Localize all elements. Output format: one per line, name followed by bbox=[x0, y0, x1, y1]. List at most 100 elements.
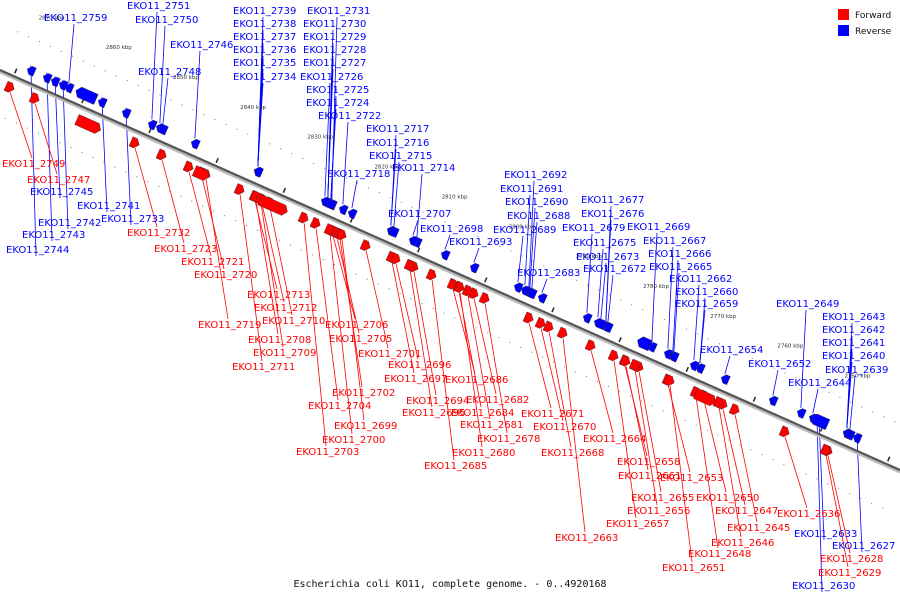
forward-gene-arrow[interactable] bbox=[819, 443, 832, 457]
forward-gene-label[interactable]: EKO11_2682 bbox=[466, 395, 529, 406]
forward-gene-label[interactable]: EKO11_2695 bbox=[402, 408, 465, 419]
reverse-gene-label[interactable]: EKO11_2689 bbox=[493, 225, 556, 236]
reverse-gene-label[interactable]: EKO11_2667 bbox=[643, 236, 706, 247]
reverse-gene-label[interactable]: EKO11_2693 bbox=[449, 237, 512, 248]
reverse-gene-label[interactable]: EKO11_2662 bbox=[669, 274, 732, 285]
reverse-gene-arrow[interactable] bbox=[809, 412, 831, 430]
reverse-gene-label[interactable]: EKO11_2659 bbox=[675, 299, 738, 310]
forward-gene-arrow[interactable] bbox=[128, 136, 141, 150]
forward-gene-arrow[interactable] bbox=[335, 228, 348, 242]
reverse-gene-arrow[interactable] bbox=[96, 96, 108, 109]
forward-gene-arrow[interactable] bbox=[323, 223, 336, 237]
reverse-gene-arrow[interactable] bbox=[795, 407, 807, 419]
forward-gene-label[interactable]: EKO11_2706 bbox=[325, 320, 388, 331]
forward-gene-arrow[interactable] bbox=[3, 80, 16, 94]
forward-gene-label[interactable]: EKO11_2671 bbox=[521, 409, 584, 420]
reverse-gene-arrow[interactable] bbox=[767, 395, 779, 407]
reverse-gene-arrow[interactable] bbox=[74, 86, 99, 105]
forward-gene-label[interactable]: EKO11_2694 bbox=[406, 396, 469, 407]
reverse-gene-label[interactable]: EKO11_2669 bbox=[627, 222, 690, 233]
forward-gene-label[interactable]: EKO11_2703 bbox=[296, 447, 359, 458]
forward-gene-label[interactable]: EKO11_2685 bbox=[424, 461, 487, 472]
forward-gene-label[interactable]: EKO11_2701 bbox=[358, 349, 421, 360]
reverse-gene-label[interactable]: EKO11_2690 bbox=[505, 197, 568, 208]
forward-gene-arrow[interactable] bbox=[403, 258, 416, 272]
reverse-gene-arrow[interactable] bbox=[602, 321, 614, 334]
reverse-gene-label[interactable]: EKO11_2716 bbox=[366, 138, 429, 149]
forward-gene-arrow[interactable] bbox=[728, 403, 741, 417]
forward-gene-label[interactable]: EKO11_2661 bbox=[618, 471, 681, 482]
reverse-gene-label[interactable]: EKO11_2731 bbox=[307, 6, 370, 17]
forward-gene-arrow[interactable] bbox=[389, 252, 402, 266]
reverse-gene-arrow[interactable] bbox=[694, 362, 706, 374]
forward-gene-arrow[interactable] bbox=[542, 320, 555, 334]
forward-gene-label[interactable]: EKO11_2723 bbox=[154, 244, 217, 255]
reverse-gene-arrow[interactable] bbox=[252, 166, 264, 178]
forward-gene-label[interactable]: EKO11_2680 bbox=[452, 448, 515, 459]
forward-gene-label[interactable]: EKO11_2721 bbox=[181, 257, 244, 268]
forward-gene-arrow[interactable] bbox=[233, 183, 246, 197]
reverse-gene-arrow[interactable] bbox=[49, 76, 61, 88]
reverse-gene-arrow[interactable] bbox=[388, 226, 400, 238]
forward-gene-label[interactable]: EKO11_2650 bbox=[696, 493, 759, 504]
reverse-gene-label[interactable]: EKO11_2643 bbox=[822, 312, 885, 323]
reverse-gene-label[interactable]: EKO11_2714 bbox=[392, 163, 455, 174]
reverse-gene-label[interactable]: EKO11_2736 bbox=[233, 45, 296, 56]
forward-gene-label[interactable]: EKO11_2668 bbox=[541, 448, 604, 459]
reverse-gene-label[interactable]: EKO11_2718 bbox=[327, 169, 390, 180]
forward-gene-arrow[interactable] bbox=[584, 339, 597, 353]
forward-gene-arrow[interactable] bbox=[257, 194, 290, 217]
reverse-gene-label[interactable]: EKO11_2738 bbox=[233, 19, 296, 30]
forward-gene-label[interactable]: EKO11_2697 bbox=[384, 374, 447, 385]
reverse-gene-label[interactable]: EKO11_2746 bbox=[170, 40, 233, 51]
reverse-gene-arrow[interactable] bbox=[120, 107, 132, 119]
reverse-gene-label[interactable]: EKO11_2750 bbox=[135, 15, 198, 26]
forward-gene-arrow[interactable] bbox=[309, 216, 322, 230]
reverse-gene-arrow[interactable] bbox=[63, 82, 75, 94]
reverse-gene-label[interactable]: EKO11_2727 bbox=[303, 58, 366, 69]
reverse-gene-arrow[interactable] bbox=[157, 124, 169, 136]
forward-gene-arrow[interactable] bbox=[693, 388, 718, 407]
reverse-gene-arrow[interactable] bbox=[325, 198, 337, 210]
reverse-gene-label[interactable]: EKO11_2745 bbox=[30, 187, 93, 198]
reverse-gene-label[interactable]: EKO11_2729 bbox=[303, 32, 366, 43]
reverse-gene-label[interactable]: EKO11_2739 bbox=[233, 6, 296, 17]
forward-gene-label[interactable]: EKO11_2664 bbox=[583, 434, 646, 445]
forward-gene-label[interactable]: EKO11_2647 bbox=[715, 506, 778, 517]
forward-gene-label[interactable]: EKO11_2656 bbox=[627, 506, 690, 517]
reverse-gene-label[interactable]: EKO11_2748 bbox=[138, 67, 201, 78]
reverse-gene-label[interactable]: EKO11_2734 bbox=[233, 72, 296, 83]
reverse-gene-label[interactable]: EKO11_2641 bbox=[822, 338, 885, 349]
forward-gene-arrow[interactable] bbox=[522, 311, 535, 325]
forward-gene-label[interactable]: EKO11_2686 bbox=[445, 375, 508, 386]
forward-gene-label[interactable]: EKO11_2708 bbox=[248, 335, 311, 346]
forward-gene-arrow[interactable] bbox=[628, 358, 641, 372]
reverse-gene-arrow[interactable] bbox=[439, 249, 451, 261]
reverse-gene-arrow[interactable] bbox=[57, 79, 69, 91]
forward-gene-label[interactable]: EKO11_2628 bbox=[820, 554, 883, 565]
reverse-gene-label[interactable]: EKO11_2743 bbox=[22, 230, 85, 241]
reverse-gene-label[interactable]: EKO11_2665 bbox=[649, 262, 712, 273]
reverse-gene-label[interactable]: EKO11_2679 bbox=[562, 223, 625, 234]
reverse-gene-arrow[interactable] bbox=[346, 208, 358, 220]
reverse-gene-label[interactable]: EKO11_2660 bbox=[675, 287, 738, 298]
reverse-gene-arrow[interactable] bbox=[719, 373, 731, 386]
reverse-gene-label[interactable]: EKO11_2675 bbox=[573, 238, 636, 249]
reverse-gene-arrow[interactable] bbox=[407, 235, 419, 247]
reverse-gene-arrow[interactable] bbox=[337, 204, 349, 216]
reverse-gene-label[interactable]: EKO11_2717 bbox=[366, 124, 429, 135]
reverse-gene-label[interactable]: EKO11_2737 bbox=[233, 32, 296, 43]
forward-gene-label[interactable]: EKO11_2646 bbox=[711, 538, 774, 549]
forward-gene-label[interactable]: EKO11_2709 bbox=[253, 348, 316, 359]
forward-gene-arrow[interactable] bbox=[663, 374, 676, 388]
forward-gene-arrow[interactable] bbox=[297, 211, 310, 225]
reverse-gene-label[interactable]: EKO11_2654 bbox=[700, 345, 763, 356]
reverse-gene-arrow[interactable] bbox=[468, 262, 480, 274]
forward-gene-label[interactable]: EKO11_2655 bbox=[631, 493, 694, 504]
reverse-gene-label[interactable]: EKO11_2691 bbox=[500, 184, 563, 195]
forward-gene-arrow[interactable] bbox=[534, 316, 547, 330]
reverse-gene-label[interactable]: EKO11_2642 bbox=[822, 325, 885, 336]
forward-gene-arrow[interactable] bbox=[619, 354, 632, 368]
forward-gene-arrow[interactable] bbox=[778, 425, 791, 439]
reverse-gene-label[interactable]: EKO11_2677 bbox=[581, 195, 644, 206]
